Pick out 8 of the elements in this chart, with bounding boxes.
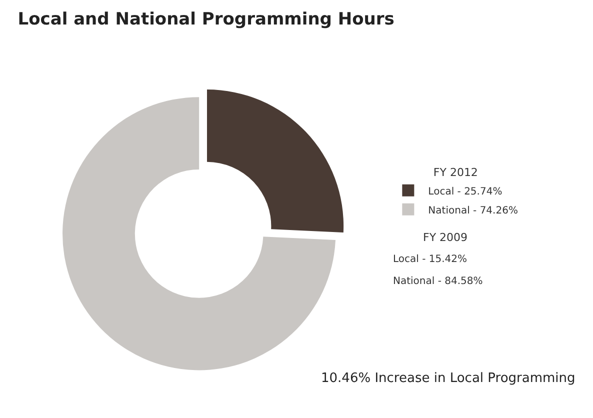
chart-title: Local and National Programming Hours (18, 9, 394, 30)
text: 10.46% Increase in Local Programming (321, 371, 576, 386)
text: Local - 15.42% (393, 254, 468, 265)
legend-label: Local - 25.74% (428, 186, 502, 198)
legend-label: National - 74.26% (428, 205, 518, 216)
text: National - 84.58% (393, 276, 483, 287)
legend-title: FY 2012 (433, 166, 478, 179)
text: FY 2009 (423, 231, 468, 244)
